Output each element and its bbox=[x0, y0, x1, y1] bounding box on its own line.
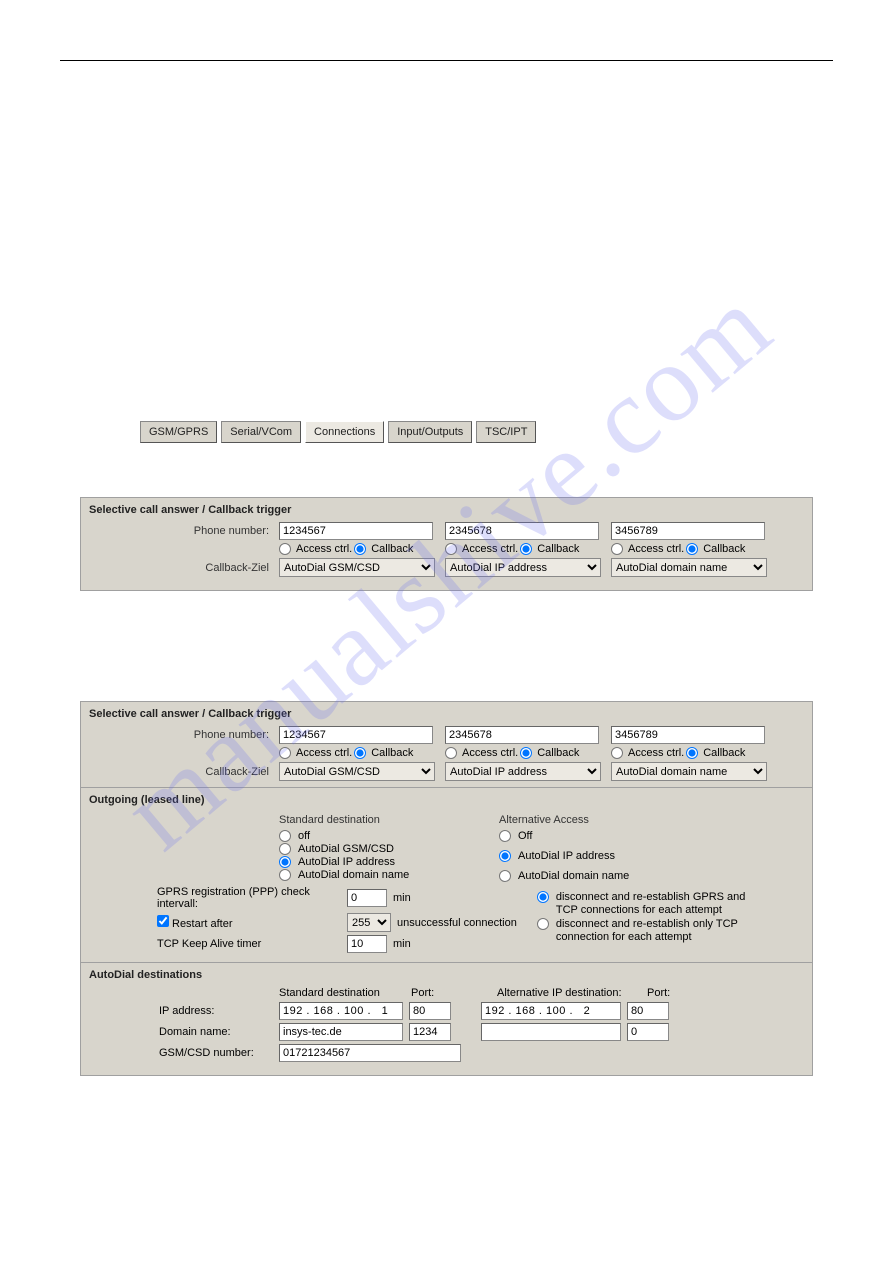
phone-input-b2[interactable] bbox=[445, 726, 599, 744]
tab-tsc-ipt[interactable]: TSC/IPT bbox=[476, 421, 536, 443]
reconnect-tcp-only-label: disconnect and re-establish only TCP con… bbox=[556, 918, 767, 943]
std-ip-label: AutoDial IP address bbox=[298, 856, 395, 868]
phone-input-3[interactable] bbox=[611, 522, 765, 540]
section-title-outgoing: Outgoing (leased line) bbox=[89, 794, 804, 806]
port-col-header-1: Port: bbox=[411, 987, 467, 999]
domain-name-input-2[interactable] bbox=[481, 1023, 621, 1041]
ip-address-input-2[interactable] bbox=[481, 1002, 621, 1020]
phone-number-label-2: Phone number: bbox=[89, 729, 279, 741]
alt-dn-radio[interactable] bbox=[499, 870, 511, 882]
ip-address-label: IP address: bbox=[159, 1005, 279, 1017]
access-ctrl-radio-1[interactable] bbox=[279, 543, 291, 555]
phone-input-b1[interactable] bbox=[279, 726, 433, 744]
restart-suffix: unsuccessful connection bbox=[397, 917, 517, 929]
callback-label: Callback bbox=[371, 543, 413, 555]
callback-ziel-select-1[interactable]: AutoDial GSM/CSD bbox=[279, 558, 435, 577]
std-off-label: off bbox=[298, 830, 310, 842]
alt-ip-label: AutoDial IP address bbox=[518, 850, 615, 862]
panel-full: Selective call answer / Callback trigger… bbox=[80, 701, 813, 1076]
access-ctrl-radio-2[interactable] bbox=[445, 543, 457, 555]
tab-gsm-gprs[interactable]: GSM/GPRS bbox=[140, 421, 217, 443]
std-ip-radio[interactable] bbox=[279, 856, 291, 868]
panel-selective-1: Selective call answer / Callback trigger… bbox=[80, 497, 813, 591]
port-input-1[interactable] bbox=[409, 1002, 451, 1020]
callback-ziel-label-2: Callback-Ziel bbox=[89, 766, 279, 778]
reconnect-gprs-tcp-label: disconnect and re-establish GPRS and TCP… bbox=[556, 891, 767, 916]
section-title-selective-2: Selective call answer / Callback trigger bbox=[89, 708, 804, 720]
callback-ziel-select-3[interactable]: AutoDial domain name bbox=[611, 558, 767, 577]
std-dest-col-header: Standard destination bbox=[279, 987, 411, 999]
tcp-keepalive-label: TCP Keep Alive timer bbox=[89, 938, 347, 950]
access-ctrl-label: Access ctrl. bbox=[296, 543, 352, 555]
std-dn-radio[interactable] bbox=[279, 869, 291, 881]
callback-ziel-select-2[interactable]: AutoDial IP address bbox=[445, 558, 601, 577]
std-gsm-label: AutoDial GSM/CSD bbox=[298, 843, 394, 855]
port-input-2[interactable] bbox=[627, 1002, 669, 1020]
phone-input-2[interactable] bbox=[445, 522, 599, 540]
tab-input-outputs[interactable]: Input/Outputs bbox=[388, 421, 472, 443]
reconnect-gprs-tcp-radio[interactable] bbox=[537, 891, 549, 903]
restart-after-select[interactable]: 255 bbox=[347, 913, 391, 932]
tab-bar: GSM/GPRS Serial/VCom Connections Input/O… bbox=[140, 421, 843, 443]
domain-name-input-1[interactable] bbox=[279, 1023, 403, 1041]
tab-serial-vcom[interactable]: Serial/VCom bbox=[221, 421, 301, 443]
page-top-rule bbox=[60, 60, 833, 61]
gsm-csd-number-input[interactable] bbox=[279, 1044, 461, 1062]
callback-radio-b3[interactable] bbox=[686, 747, 698, 759]
phone-input-1[interactable] bbox=[279, 522, 433, 540]
phone-number-label: Phone number: bbox=[89, 525, 279, 537]
gprs-unit: min bbox=[393, 892, 411, 904]
callback-radio-1[interactable] bbox=[354, 543, 366, 555]
access-ctrl-radio-b3[interactable] bbox=[611, 747, 623, 759]
alt-off-radio[interactable] bbox=[499, 830, 511, 842]
restart-after-checkbox[interactable] bbox=[157, 915, 169, 927]
alt-ip-radio[interactable] bbox=[499, 850, 511, 862]
alt-off-label: Off bbox=[518, 830, 532, 842]
section-title-selective-1: Selective call answer / Callback trigger bbox=[89, 504, 804, 516]
gprs-check-input[interactable] bbox=[347, 889, 387, 907]
alt-ip-dest-col-header: Alternative IP destination: bbox=[497, 987, 647, 999]
access-ctrl-radio-3[interactable] bbox=[611, 543, 623, 555]
alt-dn-label: AutoDial domain name bbox=[518, 870, 629, 882]
tab-connections[interactable]: Connections bbox=[305, 421, 384, 443]
callback-ziel-select-b3[interactable]: AutoDial domain name bbox=[611, 762, 767, 781]
section-title-autodial: AutoDial destinations bbox=[89, 969, 804, 981]
domain-port-input-1[interactable] bbox=[409, 1023, 451, 1041]
std-gsm-radio[interactable] bbox=[279, 843, 291, 855]
callback-ziel-label: Callback-Ziel bbox=[89, 562, 279, 574]
alt-access-header: Alternative Access bbox=[499, 814, 719, 826]
ip-address-input-1[interactable] bbox=[279, 1002, 403, 1020]
callback-radio-2[interactable] bbox=[520, 543, 532, 555]
callback-ziel-select-b2[interactable]: AutoDial IP address bbox=[445, 762, 601, 781]
reconnect-tcp-only-radio[interactable] bbox=[537, 918, 549, 930]
domain-name-label: Domain name: bbox=[159, 1026, 279, 1038]
access-ctrl-radio-b1[interactable] bbox=[279, 747, 291, 759]
access-ctrl-radio-b2[interactable] bbox=[445, 747, 457, 759]
callback-ziel-select-b1[interactable]: AutoDial GSM/CSD bbox=[279, 762, 435, 781]
std-off-radio[interactable] bbox=[279, 830, 291, 842]
std-dn-label: AutoDial domain name bbox=[298, 869, 409, 881]
port-col-header-2: Port: bbox=[647, 987, 697, 999]
callback-radio-3[interactable] bbox=[686, 543, 698, 555]
tcp-unit: min bbox=[393, 938, 411, 950]
tcp-keepalive-input[interactable] bbox=[347, 935, 387, 953]
gprs-check-label: GPRS registration (PPP) check intervall: bbox=[89, 886, 347, 910]
callback-radio-b1[interactable] bbox=[354, 747, 366, 759]
domain-port-input-2[interactable] bbox=[627, 1023, 669, 1041]
restart-after-label: Restart after bbox=[172, 918, 233, 930]
phone-input-b3[interactable] bbox=[611, 726, 765, 744]
gsm-csd-number-label: GSM/CSD number: bbox=[159, 1047, 279, 1059]
std-dest-header: Standard destination bbox=[279, 814, 499, 826]
callback-radio-b2[interactable] bbox=[520, 747, 532, 759]
